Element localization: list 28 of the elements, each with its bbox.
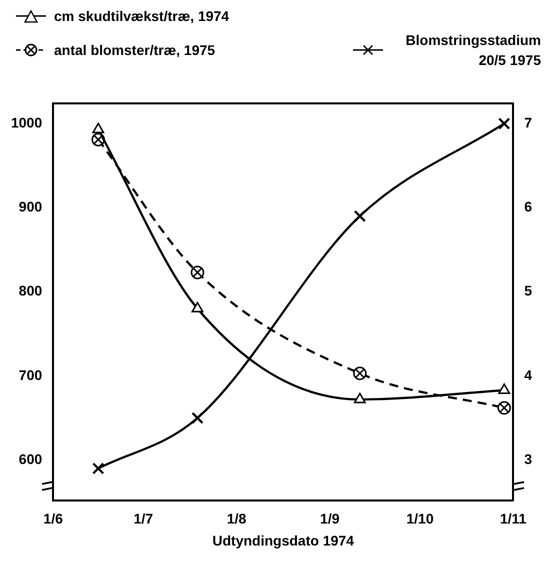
x-tick-label: 1/11 (500, 510, 527, 527)
y2-tick-label: 3 (524, 450, 532, 467)
legend-label: Blomstringsstadium 20/5 1975 (404, 31, 541, 70)
point (92, 462, 104, 474)
y-tick-label: 700 (18, 366, 42, 383)
x-tick-label: 1/9 (320, 510, 340, 527)
legend-label: cm skudtilvækst/træ, 1974 (54, 8, 230, 24)
y2-tick-label: 4 (524, 366, 532, 383)
point (354, 210, 366, 222)
point (92, 122, 104, 134)
y2-tick-label: 7 (524, 114, 532, 130)
y-tick-label: 800 (18, 282, 42, 299)
x-tick-label: 1/7 (134, 510, 154, 527)
point (498, 118, 510, 130)
y-tick-label: 900 (18, 198, 42, 215)
point (192, 302, 204, 312)
x-axis-title: Udtyndingsdato 1974 (212, 532, 354, 548)
point (354, 392, 366, 404)
x-tick-label: 1/8 (226, 510, 247, 527)
legend-label: antal blomster/træ, 1975 (54, 42, 216, 58)
y2-tick-label: 6 (524, 198, 532, 215)
y-tick-label: 1000 (10, 114, 42, 130)
point (191, 412, 204, 424)
y2-tick-label: 5 (524, 282, 532, 299)
x-tick-label: 1/6 (43, 510, 64, 527)
y-tick-label: 600 (18, 450, 42, 467)
point (498, 383, 510, 394)
x-tick-label: 1/10 (406, 510, 434, 527)
